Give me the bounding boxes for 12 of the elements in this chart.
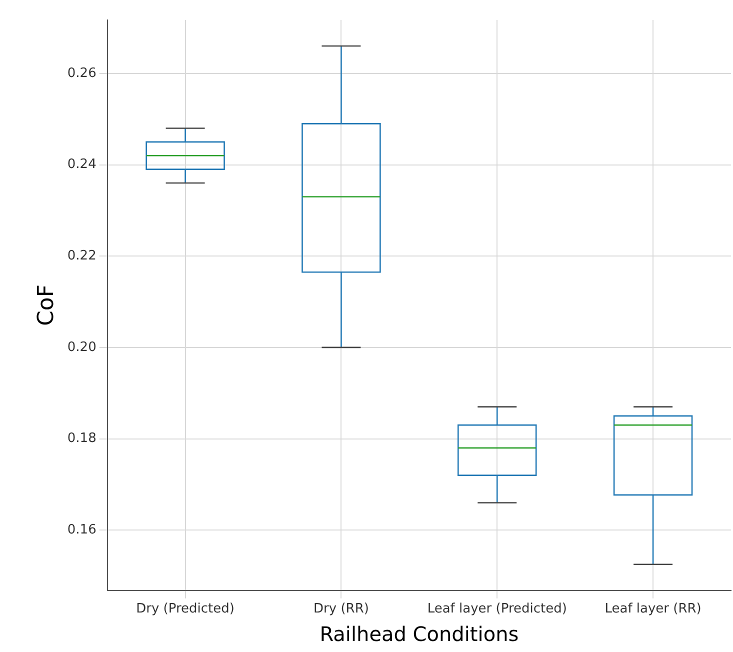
- y-tick-label: 0.26: [67, 66, 96, 81]
- y-tick-label: 0.16: [67, 522, 96, 538]
- y-axis-title: CoF: [34, 284, 59, 326]
- x-tick-label: Leaf layer (RR): [604, 602, 702, 617]
- x-tick-label: Dry (Predicted): [136, 602, 234, 617]
- y-tick-label: 0.24: [67, 157, 96, 172]
- y-tick-label: 0.22: [67, 248, 96, 264]
- x-tick-label: Dry (RR): [314, 602, 369, 617]
- y-tick-label: 0.18: [67, 431, 96, 446]
- x-tick-label: Leaf layer (Predicted): [427, 602, 567, 617]
- y-tick-label: 0.20: [67, 340, 96, 355]
- x-axis-title: Railhead Conditions: [320, 622, 519, 646]
